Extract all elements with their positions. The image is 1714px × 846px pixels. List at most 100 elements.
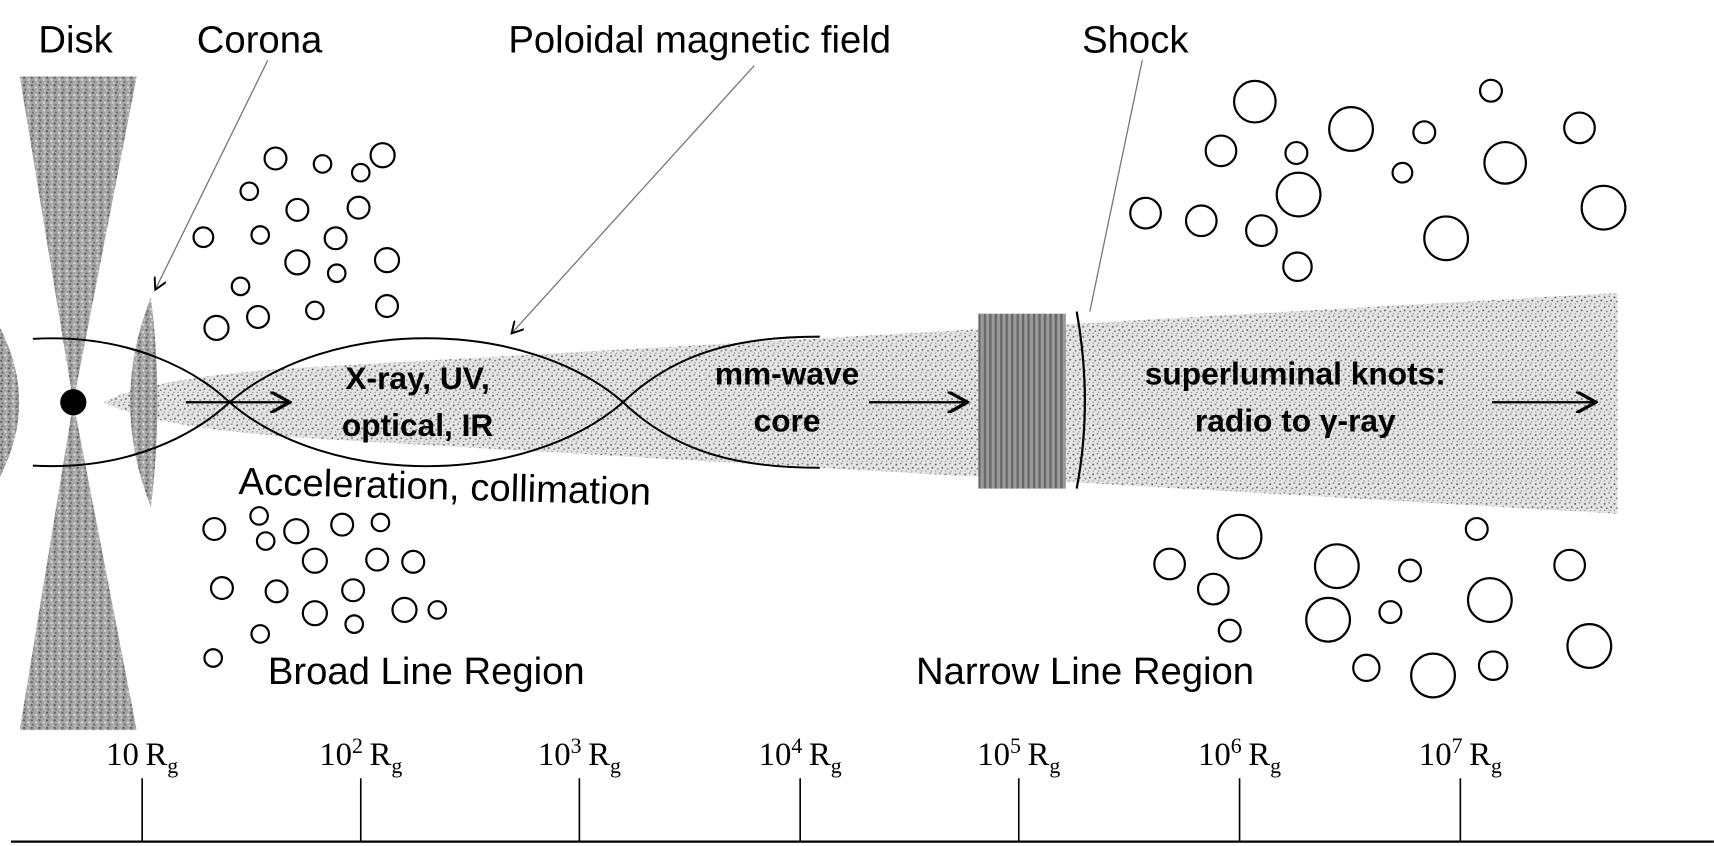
cloud <box>350 162 371 183</box>
cloud <box>369 142 396 169</box>
cloud <box>249 506 269 526</box>
label: Shock <box>1082 18 1189 61</box>
cloud <box>344 614 365 634</box>
cloud <box>1423 215 1470 262</box>
cloud <box>1305 596 1352 643</box>
cloud <box>1282 251 1313 282</box>
cloud <box>192 226 215 249</box>
scale-unit: R <box>145 737 167 773</box>
label: Broad Line Region <box>268 650 585 693</box>
cloud <box>1553 548 1587 582</box>
scale-label: 103 Rg <box>538 734 621 778</box>
cloud <box>1328 106 1374 152</box>
scale-label: 107 Rg <box>1419 734 1502 778</box>
cloud <box>1275 171 1322 218</box>
scale-base: 10 <box>977 737 1010 773</box>
zone-label: superluminal knots: <box>1145 356 1446 392</box>
scale-label: 105 Rg <box>977 734 1060 778</box>
cloud <box>1563 111 1596 145</box>
cloud <box>285 197 310 222</box>
cloud <box>1217 618 1242 643</box>
cloud <box>1412 120 1437 145</box>
cloud <box>1391 161 1414 184</box>
black-hole <box>60 389 87 416</box>
cloud <box>326 263 347 284</box>
cloud <box>203 648 224 668</box>
cloud <box>239 181 260 202</box>
scale-label: 104 Rg <box>759 734 842 778</box>
cloud <box>427 600 448 620</box>
cloud <box>250 225 271 245</box>
cloud <box>330 512 355 537</box>
scale-label: 10 Rg <box>106 737 178 778</box>
cloud <box>283 518 310 545</box>
scale-unit: R <box>1248 737 1270 773</box>
scale-sub: g <box>1049 754 1060 778</box>
dense-zone <box>978 313 1066 489</box>
cloud <box>264 579 289 604</box>
cloud <box>312 154 333 174</box>
cloud <box>1477 650 1509 681</box>
scale-exp: 6 <box>1231 734 1242 758</box>
cloud <box>374 294 400 319</box>
scale-base: 10 <box>538 737 571 773</box>
cloud <box>373 247 401 274</box>
label: Narrow Line Region <box>916 650 1254 693</box>
cloud <box>341 578 366 603</box>
scale-sub: g <box>1491 754 1502 778</box>
cloud <box>1129 196 1162 230</box>
leader-line <box>1089 59 1143 312</box>
zone-label: mm-wave <box>715 356 859 392</box>
scale-unit: R <box>1469 737 1491 773</box>
scale-base: 10 <box>759 737 792 773</box>
scale-unit: R <box>369 737 391 773</box>
jet <box>103 292 1618 514</box>
cloud <box>1184 204 1218 238</box>
cloud <box>250 624 271 644</box>
cloud <box>209 576 234 601</box>
cloud <box>263 146 288 171</box>
cloud <box>1196 572 1230 606</box>
cloud <box>365 547 390 572</box>
cloud <box>1378 600 1403 625</box>
cloud <box>1204 134 1238 168</box>
scale-unit: R <box>809 737 831 773</box>
scale-label: 106 Rg <box>1198 734 1281 778</box>
scale-base: 10 <box>106 737 139 773</box>
scale-exp: 3 <box>571 734 582 758</box>
leader-line <box>512 65 755 334</box>
corona-left <box>0 327 20 477</box>
shock-front <box>1075 311 1086 489</box>
leader-line <box>155 59 269 290</box>
cloud <box>1216 513 1263 560</box>
scale-exp: 7 <box>1452 734 1463 758</box>
cloud <box>202 517 227 542</box>
cloud <box>245 304 271 329</box>
label: Acceleration, collimation <box>238 460 651 514</box>
scale-base: 10 <box>1419 737 1452 773</box>
cloud <box>346 195 371 220</box>
cloud <box>1410 652 1456 699</box>
scale-sub: g <box>391 754 402 778</box>
scale-exp: 5 <box>1010 734 1021 758</box>
field-line <box>32 400 820 469</box>
scale-sub: g <box>167 754 178 778</box>
corona <box>130 297 158 508</box>
cloud <box>255 531 276 551</box>
zone-label: radio to γ-ray <box>1195 403 1396 439</box>
cloud <box>230 276 251 297</box>
cloud <box>305 300 325 321</box>
clouds <box>192 78 1627 699</box>
cloud <box>1464 517 1489 542</box>
cloud <box>1352 653 1381 683</box>
cloud <box>203 314 230 342</box>
scale-base: 10 <box>319 737 352 773</box>
zone-label: X-ray, UV, <box>345 360 489 396</box>
accretion-disk <box>19 76 137 731</box>
cloud <box>1483 141 1528 185</box>
scale-unit: R <box>1027 737 1049 773</box>
label: Disk <box>38 18 113 61</box>
cloud <box>401 549 426 574</box>
